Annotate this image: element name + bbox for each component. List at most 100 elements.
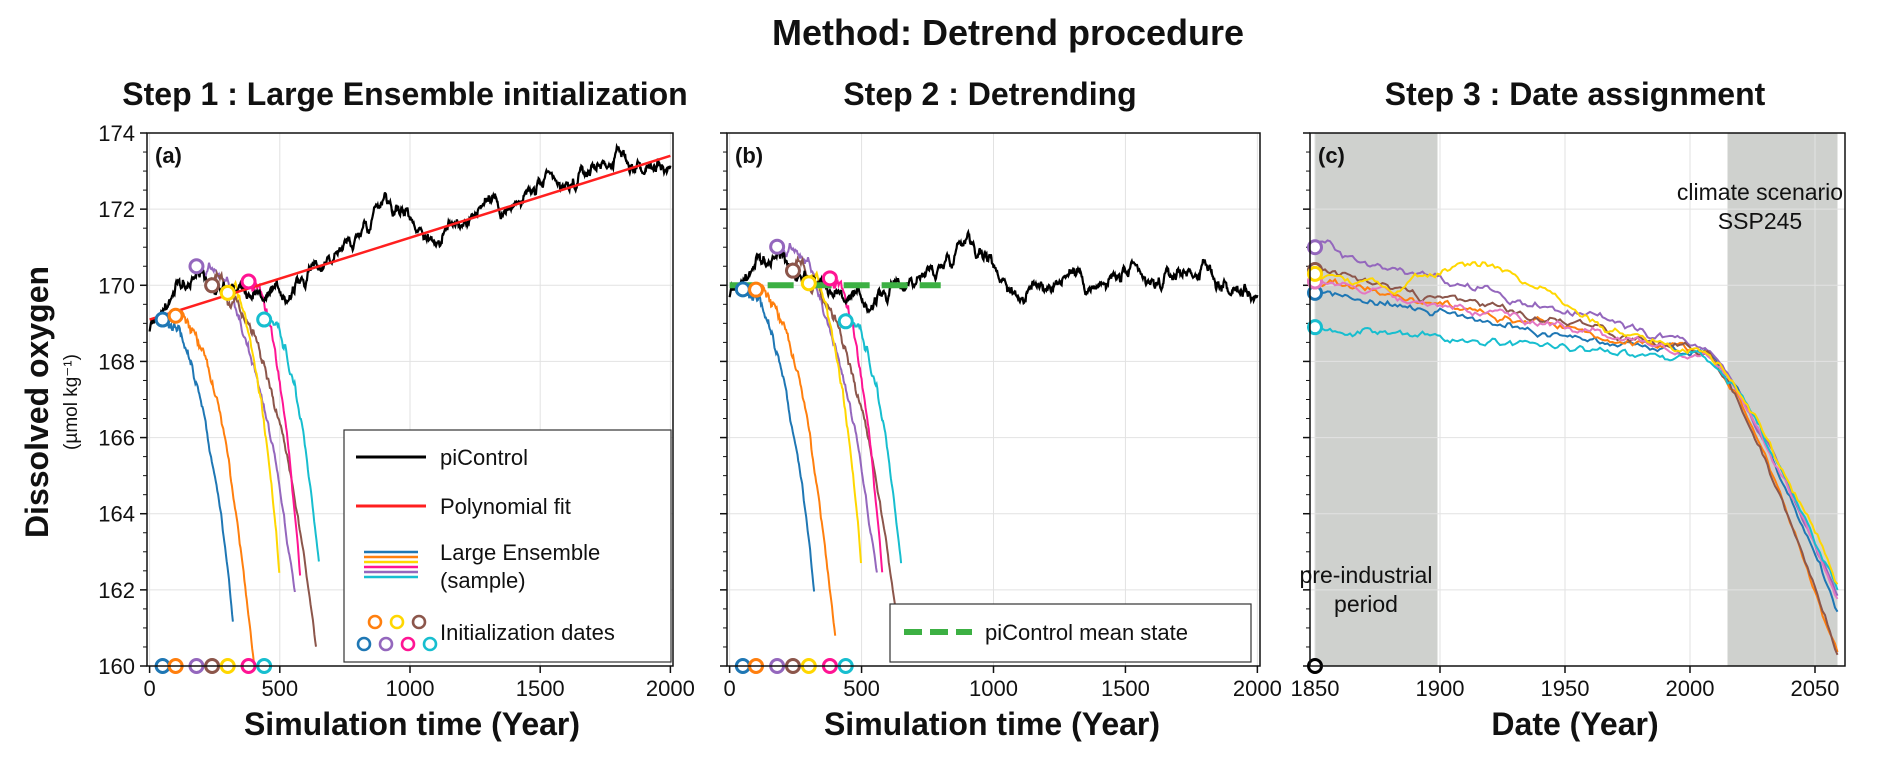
init-point-marker-0 <box>734 281 751 298</box>
ensemble-member-line-4 <box>807 270 862 564</box>
ensemble-member-line-5 <box>828 270 884 573</box>
panel-b: 0 500 1000 1500 2000 (b) <box>720 132 1282 701</box>
x-tick-label: 0 <box>724 676 736 701</box>
legend-ensemble-label-2: (sample) <box>440 568 526 593</box>
panel-a: 160 162 164 166 168 170 172 174 0 500 1000 1500 2000… <box>98 121 695 701</box>
legend-init-marker-bottom-1 <box>378 636 394 652</box>
init-point-marker-4 <box>219 284 236 301</box>
init-point-marker-2 <box>769 238 786 255</box>
annotation-scenario-1: climate scenario <box>1677 179 1843 205</box>
init-point-marker-5 <box>821 270 838 287</box>
ensemble-member-line-0 <box>161 311 234 622</box>
panel-b-title: Step 2 : Detrending <box>843 76 1136 112</box>
x-tick-label: 2050 <box>1791 676 1840 701</box>
y-tick-label: 162 <box>98 578 135 603</box>
shaded-period-1 <box>1727 133 1838 666</box>
panel-b-xlabel: Simulation time (Year) <box>824 706 1160 742</box>
annotation-scenario-2: SSP245 <box>1718 208 1802 234</box>
legend-fit-label: Polynomial fit <box>440 494 571 519</box>
legend-b-frame <box>889 603 1252 663</box>
x-tick-label: 0 <box>143 676 155 701</box>
panel-a-xlabel: Simulation time (Year) <box>244 706 580 742</box>
y-tick-label: 168 <box>98 349 135 374</box>
axes-frame <box>726 132 1261 667</box>
panel-tag-c: (c) <box>1318 143 1345 168</box>
ensemble-member-line-1 <box>175 309 255 662</box>
axes-frame <box>146 132 674 667</box>
legend-init-swatch <box>356 614 438 652</box>
x-tick-label: 1850 <box>1291 676 1340 701</box>
ensemble-member-line-6 <box>263 310 320 562</box>
annotation-preindustrial-1: pre-industrial <box>1300 562 1433 588</box>
x-tick-label: 1000 <box>386 676 435 701</box>
x-tick-label: 2000 <box>1666 676 1715 701</box>
y-axis-label: Dissolved oxygen <box>19 266 55 538</box>
init-point-marker-3 <box>784 262 801 279</box>
x-tick-label: 1500 <box>1101 676 1150 701</box>
init-point-marker-1 <box>167 307 184 324</box>
init-point-marker-6 <box>256 311 273 328</box>
x-tick-label: 500 <box>843 676 880 701</box>
init-point-marker-6 <box>837 313 854 330</box>
y-tick-label: 170 <box>98 273 135 298</box>
y-tick-label: 166 <box>98 426 135 451</box>
y-tick-label: 160 <box>98 654 135 679</box>
dated-start-marker-5 <box>1307 319 1323 336</box>
dated-member-line-6 <box>1314 261 1839 585</box>
dated-start-marker-6 <box>1307 265 1323 282</box>
polynomial-fit-line <box>149 154 671 321</box>
ensemble-member-line-3 <box>211 269 317 647</box>
axes-frame <box>1309 132 1846 667</box>
legend-init-marker-top-2 <box>411 614 427 630</box>
init-point-marker-3 <box>204 277 221 294</box>
init-point-marker-0 <box>154 311 171 328</box>
y-tick-label: 174 <box>98 121 135 146</box>
panel-c-xlabel: Date (Year) <box>1491 706 1658 742</box>
x-tick-label: 1900 <box>1416 676 1465 701</box>
y-tick-label: 164 <box>98 502 135 527</box>
legend-init-marker-bottom-0 <box>356 636 372 652</box>
legend-init-marker-bottom-2 <box>400 636 416 652</box>
panel-a-title: Step 1 : Large Ensemble initialization <box>122 76 687 112</box>
legend-init-marker-bottom-3 <box>422 636 438 652</box>
legend-init-label: Initialization dates <box>440 620 615 645</box>
x-tick-label: 1950 <box>1541 676 1590 701</box>
ensemble-member-line-5 <box>247 273 302 576</box>
legend-init-marker-top-1 <box>389 614 405 630</box>
ensemble-member-line-2 <box>195 259 296 593</box>
legend-ensemble-label-1: Large Ensemble <box>440 540 600 565</box>
annotation-preindustrial-2: period <box>1334 591 1398 617</box>
y-tick-label: 172 <box>98 197 135 222</box>
x-tick-label: 1500 <box>516 676 565 701</box>
shaded-period-0 <box>1315 133 1438 666</box>
panel-c: 1850 1900 1950 2000 2050 (c) <box>1291 132 1846 701</box>
init-point-marker-4 <box>800 275 817 292</box>
panel-tag-b: (b) <box>735 143 763 168</box>
legend-a: piControl Polynomial fit Large Ensemble … <box>343 429 672 663</box>
picontrol-line <box>148 142 672 332</box>
init-point-marker-2 <box>188 258 205 275</box>
init-point-marker-1 <box>748 281 765 298</box>
figure-title: Method: Detrend procedure <box>772 12 1244 53</box>
ensemble-member-line-2 <box>776 240 878 573</box>
ensemble-member-line-6 <box>844 312 903 564</box>
dated-member-line-1 <box>1314 277 1839 653</box>
dated-start-marker-2 <box>1307 239 1323 256</box>
x-tick-label: 2000 <box>646 676 695 701</box>
dated-member-line-4 <box>1314 280 1839 600</box>
panel-c-title: Step 3 : Date assignment <box>1385 76 1766 112</box>
panel-tag-a: (a) <box>155 143 182 168</box>
y-axis-units: (µmol kg⁻¹) <box>61 354 82 450</box>
ensemble-member-line-4 <box>226 279 281 573</box>
x-tick-label: 500 <box>261 676 298 701</box>
legend-init-marker-top-0 <box>367 614 383 630</box>
legend-picontrol-label: piControl <box>440 445 528 470</box>
legend-b: piControl mean state <box>889 603 1252 663</box>
init-point-marker-5 <box>240 273 257 290</box>
legend-mean-label: piControl mean state <box>985 620 1188 645</box>
x-tick-label: 1000 <box>969 676 1018 701</box>
x-tick-label: 2000 <box>1233 676 1282 701</box>
legend-ensemble-swatch <box>364 550 418 579</box>
ensemble-member-line-1 <box>755 283 837 636</box>
